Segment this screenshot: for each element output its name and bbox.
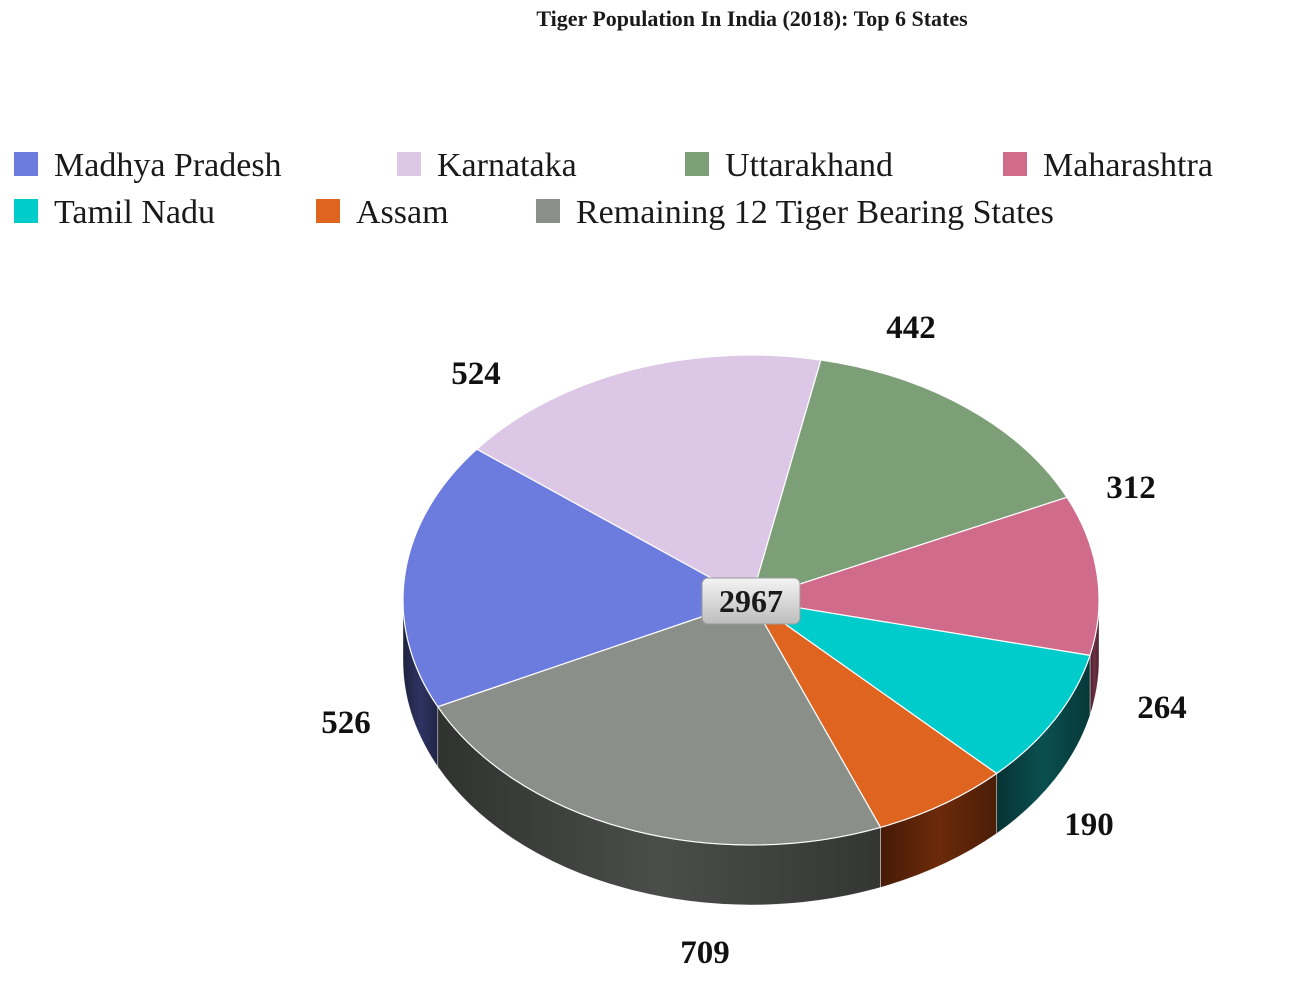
legend-swatch xyxy=(397,152,421,176)
legend: Madhya Pradesh Karnataka Uttarakhand Mahara… xyxy=(14,147,1213,231)
pie-slice-side-shade xyxy=(880,773,997,888)
data-label: 524 xyxy=(451,356,501,392)
legend-swatch xyxy=(316,199,340,223)
legend-label: Karnataka xyxy=(437,147,577,184)
data-label: 709 xyxy=(680,935,730,971)
legend-label: Uttarakhand xyxy=(725,147,893,184)
data-label: 312 xyxy=(1106,470,1156,506)
data-label: 442 xyxy=(886,310,936,346)
legend-swatch xyxy=(14,152,38,176)
center-total-box xyxy=(701,577,801,625)
data-label: 264 xyxy=(1137,690,1187,726)
pie-slice xyxy=(750,359,1068,601)
legend-label: Tamil Nadu xyxy=(54,194,215,231)
legend-label: Remaining 12 Tiger Bearing States xyxy=(576,194,1054,231)
legend-label: Maharashtra xyxy=(1043,147,1213,184)
value-labels: 526 524 442 312 264 190 709 xyxy=(321,310,1187,971)
pie-slice xyxy=(750,496,1100,656)
pie-slice-side-shade xyxy=(403,600,438,767)
pie-slice-side-shade xyxy=(996,655,1090,834)
pie-slice xyxy=(476,354,822,601)
pie-sides xyxy=(402,599,1100,906)
pie-slice xyxy=(750,599,998,829)
legend-swatch xyxy=(685,152,709,176)
legend-swatch xyxy=(536,199,560,223)
legend-label: Assam xyxy=(356,194,449,231)
pie-slice xyxy=(750,599,1091,775)
legend-swatch xyxy=(14,199,38,223)
center-total-label: 2967 xyxy=(719,583,783,619)
data-label: 190 xyxy=(1064,807,1114,843)
pie-slice xyxy=(402,448,752,708)
legend-swatch xyxy=(1003,152,1027,176)
chart-title: Tiger Population In India (2018): Top 6 … xyxy=(536,6,968,31)
data-label: 526 xyxy=(321,705,371,741)
legend-label: Madhya Pradesh xyxy=(54,147,282,184)
pie-slice-side-shade xyxy=(437,706,881,906)
pie-slice xyxy=(437,599,882,846)
pie-top xyxy=(402,354,1100,846)
center-total-badge: 2967 xyxy=(701,577,801,625)
